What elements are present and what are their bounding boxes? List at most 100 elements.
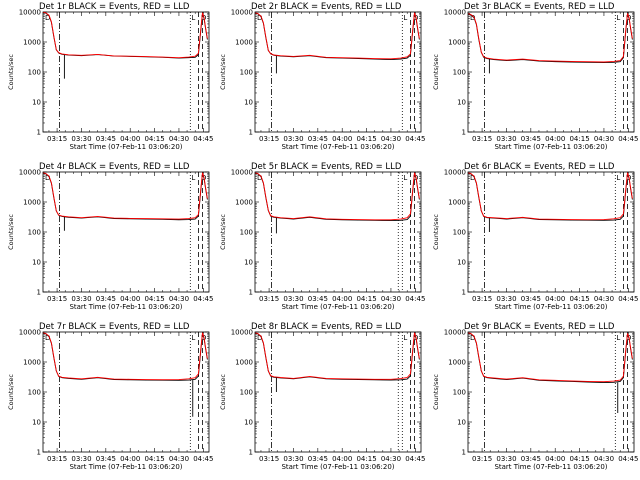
y-tick-label: 1000	[23, 359, 41, 367]
y-axis-label: Counts/sec	[7, 214, 15, 250]
x-tick-label: 03:45	[96, 135, 116, 143]
y-tick-label: 100	[453, 69, 466, 77]
y-tick-label: 1000	[448, 359, 466, 367]
y-tick-label: 1	[249, 289, 253, 297]
y-tick-label: 10000	[19, 169, 41, 177]
x-axis-label: Start Time (07-Feb-11 03:06:20)	[281, 303, 394, 311]
y-tick-label: 100	[240, 389, 253, 397]
panel-title: Det 7r BLACK = Events, RED = LLD	[39, 322, 190, 332]
plot-frame	[42, 171, 210, 293]
panel-det-3r: Det 3r BLACK = Events, RED = LLD 1 10 100 10…	[432, 2, 638, 151]
y-tick-label: 100	[453, 389, 466, 397]
x-axis-label: Start Time (07-Feb-11 03:06:20)	[69, 303, 182, 311]
series-line-events	[468, 13, 633, 64]
panel-det-4r: Det 4r BLACK = Events, RED = LLD 1 10 100 10…	[7, 162, 213, 311]
x-axis-label: Start Time (07-Feb-11 03:06:20)	[494, 463, 607, 471]
y-axis-label: Counts/sec	[432, 214, 440, 250]
x-tick-label: 03:30	[496, 295, 516, 303]
x-tick-label: 03:15	[259, 455, 279, 463]
x-tick-label: 04:45	[193, 455, 213, 463]
x-tick-label: 04:45	[193, 295, 213, 303]
x-axis-label: Start Time (07-Feb-11 03:06:20)	[281, 143, 394, 151]
corner-mark-left: D	[257, 174, 262, 182]
plot-area	[43, 332, 208, 417]
corner-mark-mid: L	[616, 174, 620, 182]
panel-det-6r: Det 6r BLACK = Events, RED = LLD 1 10 100 10…	[432, 162, 638, 311]
plot-area	[468, 172, 633, 232]
plot-frame	[254, 11, 422, 133]
y-tick-label: 1	[462, 289, 466, 297]
x-tick-label: 04:00	[120, 135, 140, 143]
x-tick-label: 03:30	[71, 295, 91, 303]
x-tick-label: 03:45	[96, 455, 116, 463]
x-axis-label: Start Time (07-Feb-11 03:06:20)	[494, 143, 607, 151]
plot-frame	[254, 171, 422, 293]
x-tick-label: 03:30	[496, 135, 516, 143]
corner-mark-left: D	[257, 334, 262, 342]
corner-mark-mid: L	[403, 174, 407, 182]
y-tick-label: 1000	[23, 39, 41, 47]
y-tick-label: 1	[37, 449, 41, 457]
series-line-events	[255, 172, 420, 222]
corner-mark-left: D	[45, 174, 50, 182]
y-tick-label: 1000	[235, 39, 253, 47]
y-tick-label: 10	[457, 259, 466, 267]
x-tick-label: 04:15	[569, 135, 589, 143]
corner-mark-mid: L	[403, 334, 407, 342]
y-tick-label: 1000	[235, 199, 253, 207]
x-tick-label: 04:30	[381, 455, 401, 463]
corner-mark-mid: L	[191, 14, 195, 22]
plot-area	[468, 332, 633, 413]
panel-title: Det 6r BLACK = Events, RED = LLD	[464, 162, 615, 172]
panel-title: Det 8r BLACK = Events, RED = LLD	[251, 322, 402, 332]
y-tick-label: 1	[37, 289, 41, 297]
x-tick-label: 03:45	[308, 295, 328, 303]
panel-det-8r: Det 8r BLACK = Events, RED = LLD 1 10 100 10…	[219, 322, 425, 471]
x-tick-label: 04:15	[569, 295, 589, 303]
plot-frame	[254, 331, 422, 453]
x-tick-label: 03:30	[283, 455, 303, 463]
panel-det-9r: Det 9r BLACK = Events, RED = LLD 1 10 100 10…	[432, 322, 638, 471]
x-tick-label: 04:15	[356, 295, 376, 303]
x-tick-label: 04:00	[332, 135, 352, 143]
series-line-lld	[43, 12, 208, 59]
series-line-events	[43, 12, 208, 59]
x-tick-label: 04:15	[356, 455, 376, 463]
y-tick-label: 10	[32, 419, 41, 427]
corner-mark-mid: L	[616, 334, 620, 342]
panel-det-7r: Det 7r BLACK = Events, RED = LLD 1 10 100 10…	[7, 322, 213, 471]
x-tick-label: 04:00	[120, 455, 140, 463]
x-tick-label: 03:15	[259, 295, 279, 303]
y-tick-label: 10000	[231, 169, 253, 177]
x-tick-label: 04:15	[144, 135, 164, 143]
y-tick-label: 100	[28, 389, 41, 397]
x-tick-label: 03:15	[472, 455, 492, 463]
plot-area	[255, 332, 420, 392]
x-tick-label: 04:45	[618, 135, 638, 143]
x-tick-label: 03:15	[47, 135, 67, 143]
x-tick-label: 04:45	[193, 135, 213, 143]
y-tick-label: 10000	[231, 9, 253, 17]
y-tick-label: 100	[240, 229, 253, 237]
series-line-lld	[468, 172, 633, 221]
y-tick-label: 100	[240, 69, 253, 77]
y-tick-label: 1	[462, 129, 466, 137]
y-tick-label: 1	[462, 449, 466, 457]
y-tick-label: 10	[244, 99, 253, 107]
x-tick-label: 04:15	[144, 455, 164, 463]
y-axis-label: Counts/sec	[219, 374, 227, 410]
x-tick-label: 03:15	[472, 295, 492, 303]
corner-mark-mid: L	[616, 14, 620, 22]
corner-mark-left: D	[45, 14, 50, 22]
series-line-lld	[468, 13, 633, 63]
y-tick-label: 1	[249, 449, 253, 457]
y-tick-label: 10000	[444, 9, 466, 17]
x-tick-label: 04:45	[405, 455, 425, 463]
